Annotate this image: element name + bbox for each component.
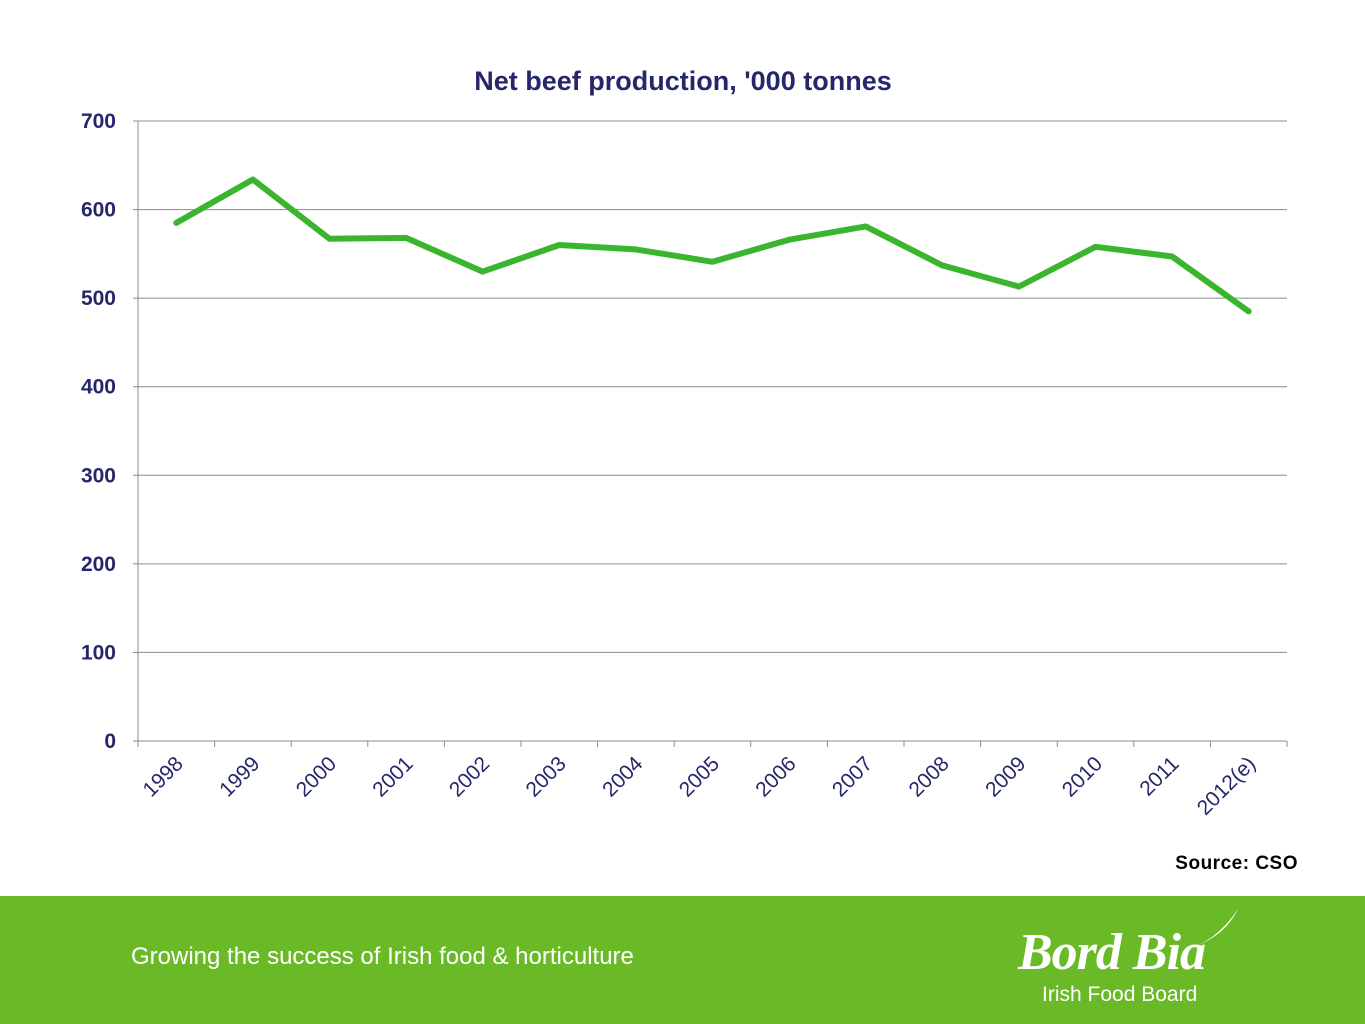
y-tick-label: 0 [104,730,116,753]
x-tick-label: 2001 [368,752,417,801]
y-tick-label: 200 [81,553,116,576]
series-layer [173,176,1252,315]
x-tick-label: 2003 [522,752,571,801]
x-tick-label: 2004 [598,752,648,802]
x-tick-label: 2010 [1058,752,1107,801]
chart-title: Net beef production, '000 tonnes [474,66,891,96]
footer-bar [0,896,1365,1024]
tick-labels: 0 100 200 300 400 500 600 700 1998 1999 2000 2001 20… [81,110,1260,820]
y-tick-label: 500 [81,287,116,310]
source-note: Source: CSO [1175,853,1298,874]
line-chart: Net beef production, '000 tonnes 0 100 200… [81,66,1288,820]
y-tick-label: 600 [81,199,116,222]
x-tick-label: 2009 [981,752,1030,801]
gridlines [138,120,1287,653]
footer-tagline: Growing the success of Irish food & hort… [131,943,634,970]
bord-bia-logo: Bord Bia Irish Food Board [1010,905,1250,1015]
axes [133,120,1288,747]
logo-subtitle: Irish Food Board [1042,983,1198,1006]
x-tick-label: 1999 [215,752,264,801]
x-tick-label: 2007 [828,752,877,801]
series-line [173,176,1252,315]
x-tick-label: 2012(e) [1193,752,1260,819]
x-tick-label: 2005 [675,752,724,801]
x-tick-label: 1998 [139,752,188,801]
x-tick-label: 2000 [292,752,341,801]
x-tick-label: 2008 [905,752,954,801]
logo-wordmark: Bord Bia [1018,924,1206,981]
y-tick-label: 400 [81,376,116,399]
x-tick-label: 2002 [445,752,494,801]
y-tick-label: 700 [81,110,116,133]
y-tick-label: 300 [81,464,116,487]
x-tick-label: 2011 [1135,752,1183,800]
x-tick-label: 2006 [751,752,800,801]
y-tick-label: 100 [81,641,116,664]
